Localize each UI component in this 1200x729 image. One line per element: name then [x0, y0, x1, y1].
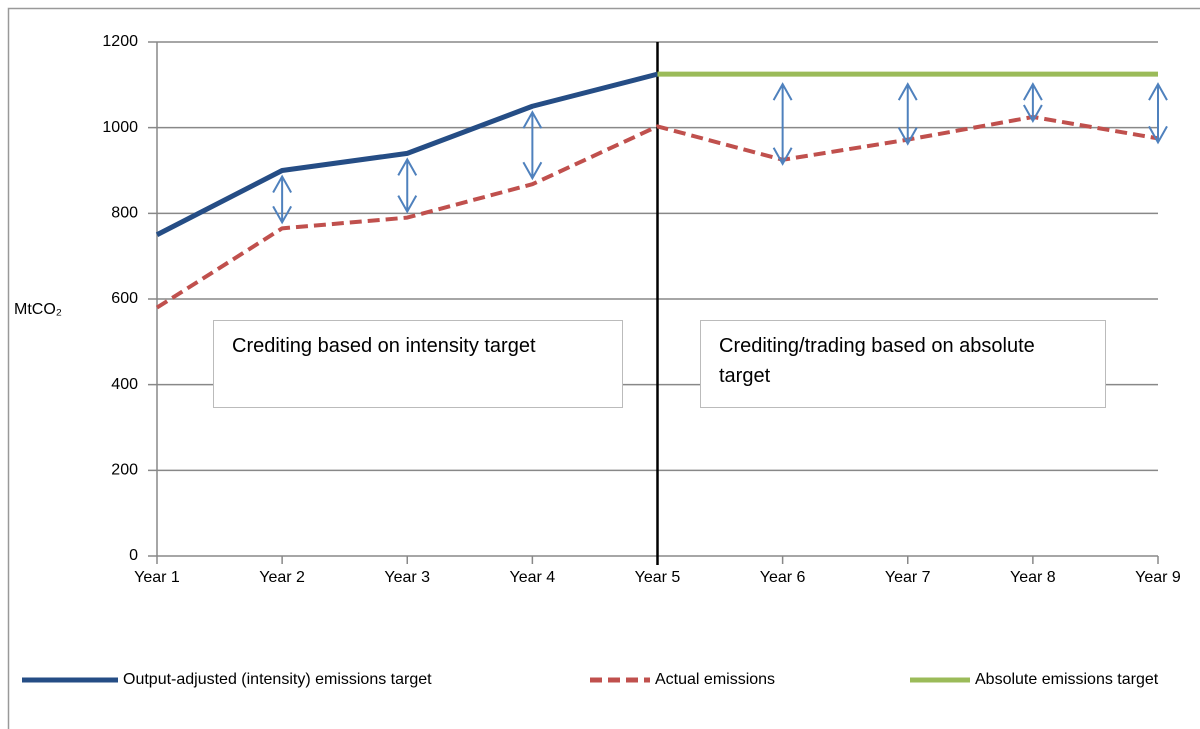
y-tick-label: 0	[129, 547, 138, 564]
annotation-box: Crediting based on intensity target	[213, 320, 623, 408]
gap-arrow	[522, 110, 543, 181]
y-axis-label: MtCO₂	[14, 301, 62, 318]
y-tick-label: 600	[111, 290, 138, 307]
x-tick-label: Year 4	[510, 569, 556, 586]
y-tick-label: 1200	[102, 33, 138, 50]
y-tick-label: 400	[111, 376, 138, 393]
gap-arrow	[1023, 82, 1043, 123]
legend-label: Absolute emissions target	[975, 671, 1159, 688]
annotation: Crediting/trading based on absolute targ…	[719, 335, 1035, 387]
annotation: Crediting based on intensity target	[232, 335, 536, 357]
x-tick-label: Year 2	[259, 569, 305, 586]
x-tick-label: Year 6	[760, 569, 806, 586]
x-tick-label: Year 9	[1135, 569, 1181, 586]
legend-label: Output-adjusted (intensity) emissions ta…	[123, 671, 432, 688]
gap-arrow	[897, 82, 918, 146]
x-tick-label: Year 8	[1010, 569, 1056, 586]
y-tick-label: 800	[111, 205, 138, 222]
x-tick-label: Year 7	[885, 569, 931, 586]
annotation-box: Crediting/trading based on absolute targ…	[700, 320, 1106, 408]
gap-arrow	[397, 157, 418, 214]
legend-label: Actual emissions	[655, 671, 775, 688]
y-tick-label: 200	[111, 462, 138, 479]
x-tick-label: Year 5	[635, 569, 681, 586]
series-line	[155, 114, 1159, 310]
frame	[7, 7, 1200, 729]
gap-arrow	[1148, 82, 1168, 145]
x-tick-label: Year 3	[384, 569, 430, 586]
gap-arrow	[272, 174, 292, 225]
y-tick-label: 1000	[102, 119, 138, 136]
gap-arrow	[772, 82, 793, 166]
x-tick-label: Year 1	[134, 569, 180, 586]
series-line	[155, 71, 659, 237]
